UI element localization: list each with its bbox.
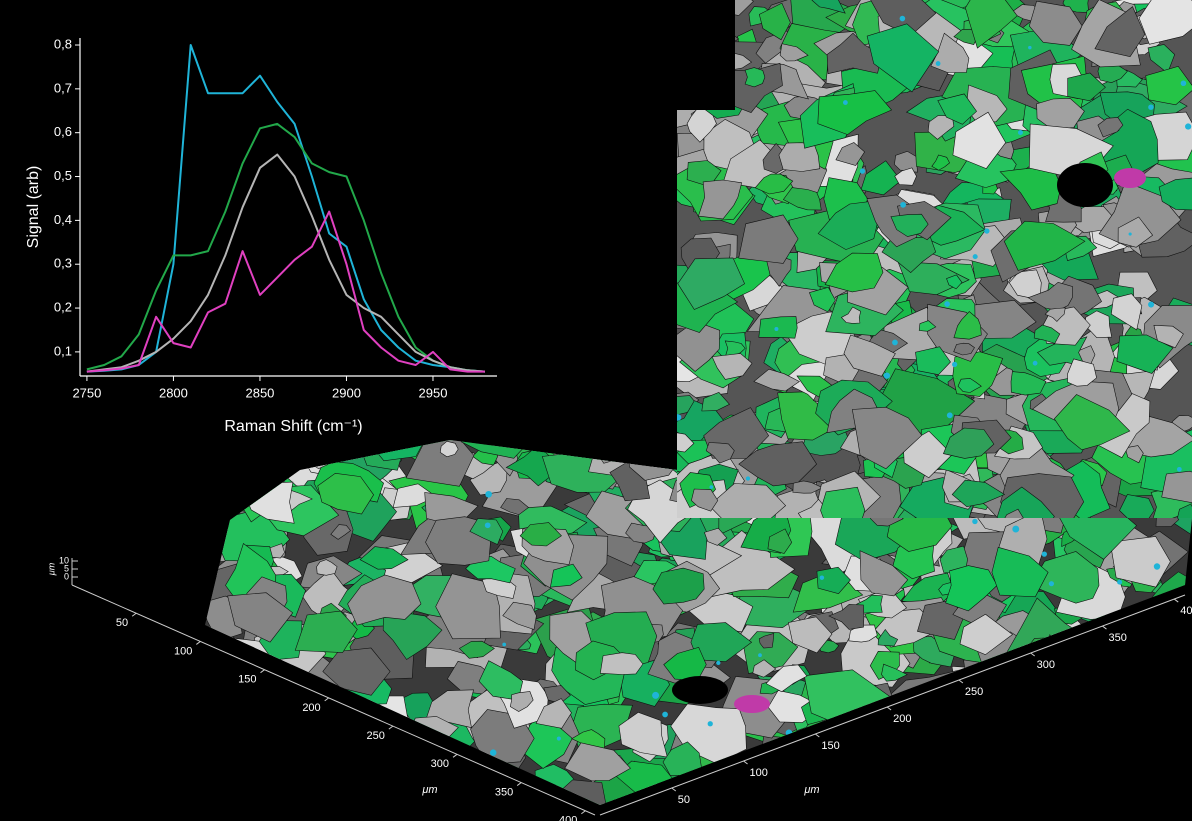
cyan-spot bbox=[758, 653, 762, 657]
cyan-spot bbox=[1185, 123, 1191, 129]
x-tick-label: 2800 bbox=[159, 385, 188, 400]
axis-tick-label: 400 bbox=[559, 815, 577, 821]
y-tick-label: 0,5 bbox=[54, 168, 72, 183]
cyan-spot bbox=[490, 749, 496, 755]
axis-tick-label: 100 bbox=[750, 767, 768, 779]
cyan-spot bbox=[843, 100, 848, 105]
cyan-spot bbox=[947, 412, 953, 418]
dark-pore bbox=[1057, 163, 1113, 207]
cyan-spot bbox=[900, 202, 906, 208]
gray-phase bbox=[600, 653, 643, 675]
cyan-spot bbox=[1049, 581, 1054, 586]
y-tick-label: 0,6 bbox=[54, 124, 72, 139]
axis-tick-label: 200 bbox=[302, 702, 320, 714]
axis-tick-label: 250 bbox=[366, 730, 384, 742]
y-tick-label: 0,7 bbox=[54, 80, 72, 95]
spectrum-chart: 0,1 0,2 0,3 0,4 0,5 0,6 0,7 0,8 2750 2800 2850 2900… bbox=[25, 36, 497, 435]
cyan-spot bbox=[973, 254, 978, 259]
axis-tick-label: 200 bbox=[893, 713, 911, 725]
figure: 0,1 0,2 0,3 0,4 0,5 0,6 0,7 0,8 2750 2800 2850 2900… bbox=[0, 0, 1192, 821]
cyan-spot bbox=[952, 362, 957, 367]
axis-tick-label: 10 bbox=[59, 555, 69, 565]
cyan-spot bbox=[708, 721, 713, 726]
cyan-spot bbox=[746, 476, 750, 480]
axis-tick-label: 50 bbox=[116, 617, 128, 629]
cyan-spot bbox=[485, 522, 491, 528]
axis-label: μm bbox=[46, 562, 56, 576]
cyan-spot bbox=[984, 228, 989, 233]
dark-pore bbox=[672, 676, 728, 704]
cyan-spot bbox=[1129, 232, 1132, 235]
cyan-spot bbox=[662, 712, 668, 718]
cyan-spot bbox=[900, 16, 906, 22]
y-tick-label: 0,2 bbox=[54, 299, 72, 314]
cyan-spot bbox=[1148, 104, 1153, 109]
y-tick-label: 0,4 bbox=[54, 212, 72, 227]
cyan-spot bbox=[774, 327, 778, 331]
axis-tick-label: 150 bbox=[821, 740, 839, 752]
green-phase bbox=[745, 68, 765, 87]
cyan-spot bbox=[944, 301, 950, 307]
cyan-spot bbox=[972, 519, 977, 524]
cyan-spot bbox=[1018, 130, 1023, 135]
cyan-spot bbox=[709, 485, 713, 489]
cyan-spot bbox=[1177, 467, 1182, 472]
axis-tick-label: 400 bbox=[1180, 605, 1192, 617]
cyan-spot bbox=[1181, 80, 1187, 86]
axis-tick-label: 300 bbox=[431, 758, 449, 770]
gray-phase bbox=[779, 143, 820, 172]
y-tick-label: 0,8 bbox=[54, 36, 72, 51]
magenta-spot bbox=[1114, 168, 1146, 188]
cyan-spot bbox=[1154, 563, 1160, 569]
gray-phase bbox=[1162, 471, 1192, 503]
axis-tick-label: 250 bbox=[965, 686, 983, 698]
green-phase bbox=[759, 317, 797, 339]
x-axis-label: Raman Shift (cm⁻¹) bbox=[224, 418, 362, 435]
axis-tick-label: 150 bbox=[238, 674, 256, 686]
cyan-spot bbox=[1117, 580, 1122, 585]
cyan-spot bbox=[936, 61, 941, 66]
axis-tick-label: 350 bbox=[1108, 632, 1126, 644]
cyan-spot bbox=[716, 661, 720, 665]
x-tick-label: 2900 bbox=[332, 385, 361, 400]
axis-label: μm bbox=[803, 784, 819, 796]
cyan-spot bbox=[652, 692, 659, 699]
axis-tick-label: 100 bbox=[174, 645, 192, 657]
y-tick-label: 0,3 bbox=[54, 256, 72, 271]
axis-label: μm bbox=[421, 784, 437, 796]
cyan-spot bbox=[502, 643, 506, 647]
x-tick-label: 2950 bbox=[419, 385, 448, 400]
cyan-spot bbox=[1148, 301, 1154, 307]
y-tick-label: 0,1 bbox=[54, 343, 72, 358]
axis-tick-label: 50 bbox=[678, 794, 690, 806]
cyan-spot bbox=[1028, 46, 1031, 49]
cyan-spot bbox=[884, 372, 890, 378]
cyan-spot bbox=[820, 575, 824, 579]
axis-tick-label: 300 bbox=[1037, 659, 1055, 671]
cyan-spot bbox=[1012, 526, 1019, 533]
magenta-spot bbox=[734, 695, 770, 713]
cyan-spot bbox=[860, 168, 865, 173]
x-tick-label: 2850 bbox=[245, 385, 274, 400]
cyan-spot bbox=[557, 736, 561, 740]
x-tick-label: 2750 bbox=[72, 385, 101, 400]
cyan-spot bbox=[1033, 361, 1038, 366]
cyan-spot bbox=[485, 491, 492, 498]
axis-tick-label: 350 bbox=[495, 786, 513, 798]
cyan-spot bbox=[1042, 551, 1047, 556]
y-axis-label: Signal (arb) bbox=[25, 166, 42, 249]
cyan-spot bbox=[892, 340, 898, 346]
